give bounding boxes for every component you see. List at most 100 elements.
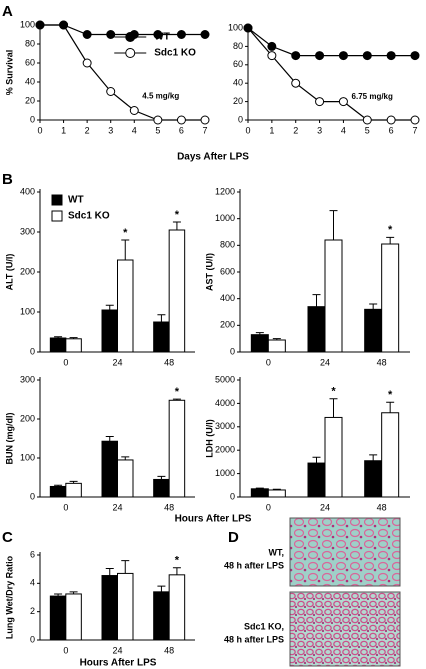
significance: *: [175, 386, 180, 398]
error-bar: [157, 314, 166, 322]
marker: [82, 30, 92, 39]
x-tick-label: 48: [164, 502, 174, 512]
x-tick-label: 24: [320, 357, 330, 367]
y-tick-label: 5000: [215, 374, 235, 384]
error-bar: [172, 567, 181, 575]
error-bar: [255, 487, 264, 489]
y-tick-label: 20: [25, 95, 35, 105]
error-bar: [157, 585, 166, 592]
x-tick-label: 4: [132, 125, 137, 135]
significance: *: [388, 224, 393, 236]
error-bar: [54, 336, 63, 338]
marker: [410, 115, 420, 125]
marker: [315, 97, 325, 107]
error-bar: [121, 239, 130, 260]
error-bar: [121, 560, 130, 574]
error-bar: [172, 398, 181, 401]
annotation: 6.75 mg/kg: [352, 92, 393, 101]
error-bar: [386, 401, 395, 413]
y-axis-label: ALT (U/l): [4, 254, 14, 291]
bar: [267, 489, 286, 498]
error-bar: [369, 454, 378, 461]
y-tick-label: 80: [25, 38, 35, 48]
marker: [362, 115, 372, 125]
x-tick-label: 48: [164, 645, 174, 655]
legend-label: Sdc1 KO: [154, 48, 196, 59]
marker: [386, 51, 396, 61]
x-tick-label: 4: [341, 125, 346, 135]
y-tick-label: 60: [25, 57, 35, 67]
x-tick-label: 0: [266, 357, 271, 367]
error-bar: [329, 398, 338, 418]
marker: [338, 51, 348, 61]
legend-label: WT: [68, 195, 84, 206]
y-tick-label: 1200: [215, 186, 235, 196]
y-tick-label: 200: [220, 320, 235, 330]
legend-marker: [125, 48, 136, 58]
micrograph-label: Sdc1 KO,: [244, 621, 284, 631]
marker: [176, 30, 186, 39]
y-tick-label: 80: [233, 41, 243, 51]
x-axis-label: Days After LPS: [177, 152, 249, 163]
legend-swatch: [51, 194, 63, 206]
x-tick-label: 0: [63, 645, 68, 655]
bar: [49, 595, 67, 641]
marker: [267, 51, 277, 61]
micrograph: [289, 591, 401, 667]
bar: [324, 239, 343, 353]
error-bar: [105, 436, 114, 442]
error-bar: [157, 475, 166, 480]
error-bar: [105, 304, 114, 310]
x-tick-label: 6: [179, 125, 184, 135]
error-bar: [69, 591, 78, 594]
y-tick-label: 100: [228, 22, 243, 32]
y-tick-label: 0: [30, 634, 35, 644]
bar: [65, 482, 82, 498]
bar: [153, 321, 170, 353]
error-bar: [105, 567, 114, 576]
y-axis-label: LDH (U/l): [204, 419, 214, 458]
y-tick-label: 60: [233, 59, 243, 69]
bar: [101, 440, 118, 498]
panel-label: A: [2, 3, 13, 20]
y-tick-label: 2: [30, 606, 35, 616]
bar: [49, 485, 67, 498]
marker: [82, 58, 92, 68]
y-tick-label: 100: [20, 306, 35, 316]
error-bar: [172, 221, 181, 230]
error-bar: [54, 593, 63, 597]
bar: [153, 591, 170, 641]
error-bar: [312, 294, 321, 307]
significance: *: [123, 227, 128, 239]
micrograph-label: 48 h after LPS: [224, 560, 284, 570]
marker: [200, 30, 210, 39]
x-tick-label: 3: [108, 125, 113, 135]
x-tick-label: 7: [202, 125, 207, 135]
bar: [168, 229, 186, 353]
y-tick-label: 40: [233, 78, 243, 88]
y-tick-label: 100: [20, 452, 35, 462]
bar: [65, 593, 82, 641]
y-tick-label: 400: [220, 293, 235, 303]
micrograph: [289, 517, 401, 587]
y-tick-label: 6: [30, 549, 35, 559]
marker: [291, 51, 301, 61]
x-tick-label: 48: [377, 357, 387, 367]
marker: [291, 78, 301, 88]
y-tick-label: 40: [25, 76, 35, 86]
x-tick-label: 0: [37, 125, 42, 135]
marker: [176, 115, 186, 125]
error-bar: [255, 332, 264, 335]
bar: [307, 306, 326, 353]
significance: *: [331, 386, 336, 398]
line: [40, 24, 205, 121]
error-bar: [329, 210, 338, 240]
bar: [381, 412, 400, 498]
bar: [364, 308, 383, 353]
y-tick-label: 300: [20, 374, 35, 384]
x-tick-label: 6: [389, 125, 394, 135]
marker: [35, 20, 45, 30]
x-tick-label: 1: [61, 125, 66, 135]
marker: [153, 30, 163, 39]
